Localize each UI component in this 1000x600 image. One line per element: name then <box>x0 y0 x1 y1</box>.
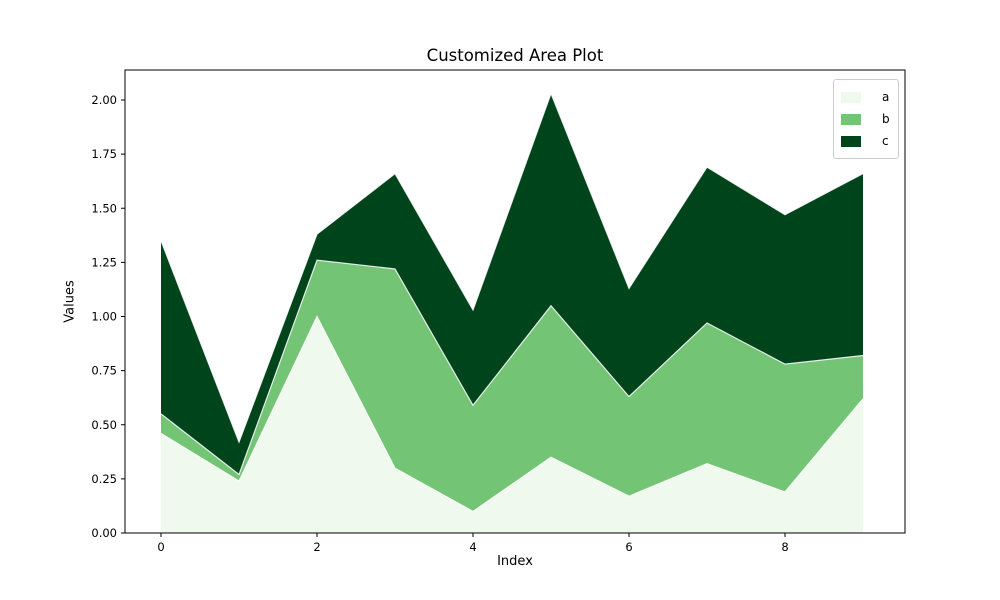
x-tick-label: 6 <box>625 540 632 554</box>
area-band-b <box>161 260 863 512</box>
y-tick-label: 0.50 <box>91 418 117 432</box>
legend-item-a: a <box>841 86 890 108</box>
area-edge-c <box>160 91 864 444</box>
x-tick-label: 8 <box>781 540 788 554</box>
y-tick-label: 1.75 <box>91 147 117 161</box>
x-tick-label: 0 <box>157 540 164 554</box>
y-tick-label: 0.25 <box>91 472 117 486</box>
y-tick-label: 0.00 <box>91 526 117 540</box>
legend-label: b <box>882 112 890 126</box>
y-tick-label: 1.00 <box>91 310 117 324</box>
y-axis-label: Values <box>62 280 78 323</box>
y-tick-label: 0.75 <box>91 364 117 378</box>
area-edge-b <box>160 259 864 476</box>
legend-swatch-b <box>841 113 861 125</box>
area-edge-a <box>160 315 864 513</box>
area-band-a <box>161 316 863 533</box>
legend-item-b: b <box>841 108 890 130</box>
plot-border <box>124 69 906 534</box>
y-tick-label: 1.25 <box>91 255 117 269</box>
y-tick-label: 1.50 <box>91 201 117 215</box>
x-tick-label: 4 <box>469 540 476 554</box>
legend-swatch-c <box>841 135 861 147</box>
x-axis-label: Index <box>497 554 533 569</box>
legend-label: a <box>882 90 890 104</box>
area-band-c <box>161 93 863 475</box>
x-tick-label: 2 <box>313 540 320 554</box>
chart-title: Customized Area Plot <box>426 46 604 65</box>
legend-label: c <box>882 134 889 148</box>
y-tick-label: 2.00 <box>91 93 117 107</box>
legend-swatch-a <box>841 91 861 103</box>
legend-item-c: c <box>841 130 890 152</box>
